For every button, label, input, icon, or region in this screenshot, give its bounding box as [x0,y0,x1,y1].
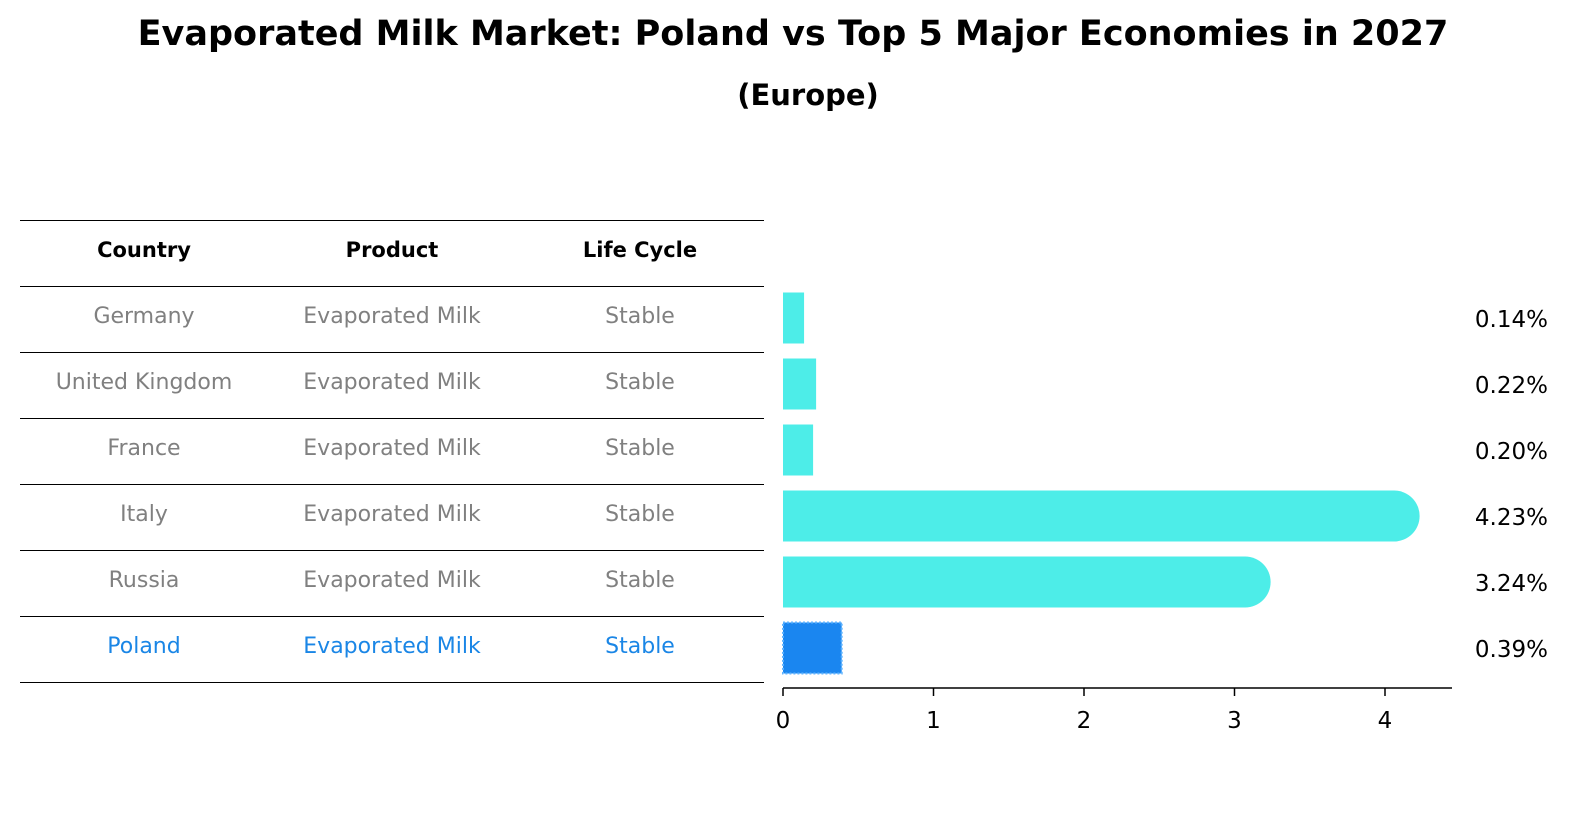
table-rule [20,220,764,221]
table-cell: Stable [605,568,675,593]
table-rule [20,484,764,485]
table-rule [20,286,764,287]
value-label: 0.14% [1475,307,1548,333]
table-header-cell: Product [345,238,439,262]
bar-russia [783,556,1271,608]
table-cell: Stable [605,502,675,527]
table-cell: Stable [605,304,675,329]
table-cell: Evaporated Milk [303,568,481,593]
table-cell: Evaporated Milk [303,502,481,527]
value-label: 3.24% [1475,571,1548,597]
chart-subtitle: (Europe) [737,78,879,112]
bar-germany [783,292,805,344]
table-cell: Evaporated Milk [303,436,481,461]
table-cell: France [107,436,181,461]
value-label: 0.22% [1475,373,1548,399]
bar-united-kingdom [783,358,817,410]
table-cell: Poland [107,634,181,659]
value-label: 0.20% [1475,439,1548,465]
table-cell: Stable [605,370,675,395]
table-cell: Evaporated Milk [303,370,481,395]
table-cell: United Kingdom [55,370,233,395]
table-rule [20,616,764,617]
table-cell: Stable [605,634,675,659]
table-rule [20,682,764,683]
table-rule [20,418,764,419]
x-tick-label: 2 [1077,708,1092,734]
table-cell: Germany [93,304,195,329]
table-rule [20,550,764,551]
x-tick-label: 4 [1378,708,1393,734]
value-label: 0.39% [1475,637,1548,663]
x-tick-label: 0 [776,708,791,734]
bar-italy [783,490,1420,542]
table-cell: Stable [605,436,675,461]
table-cell: Italy [120,502,168,527]
x-tick-label: 1 [926,708,941,734]
x-tick-label: 3 [1227,708,1242,734]
table-cell: Evaporated Milk [303,634,481,659]
table-rule [20,352,764,353]
value-label: 4.23% [1475,505,1548,531]
table-cell: Evaporated Milk [303,304,481,329]
bar-poland [782,621,843,675]
table-header-cell: Country [97,238,191,262]
bar-france [783,424,814,476]
chart-title: Evaporated Milk Market: Poland vs Top 5 … [137,14,1449,54]
table-header-cell: Life Cycle [582,238,698,262]
table-cell: Russia [108,568,180,593]
